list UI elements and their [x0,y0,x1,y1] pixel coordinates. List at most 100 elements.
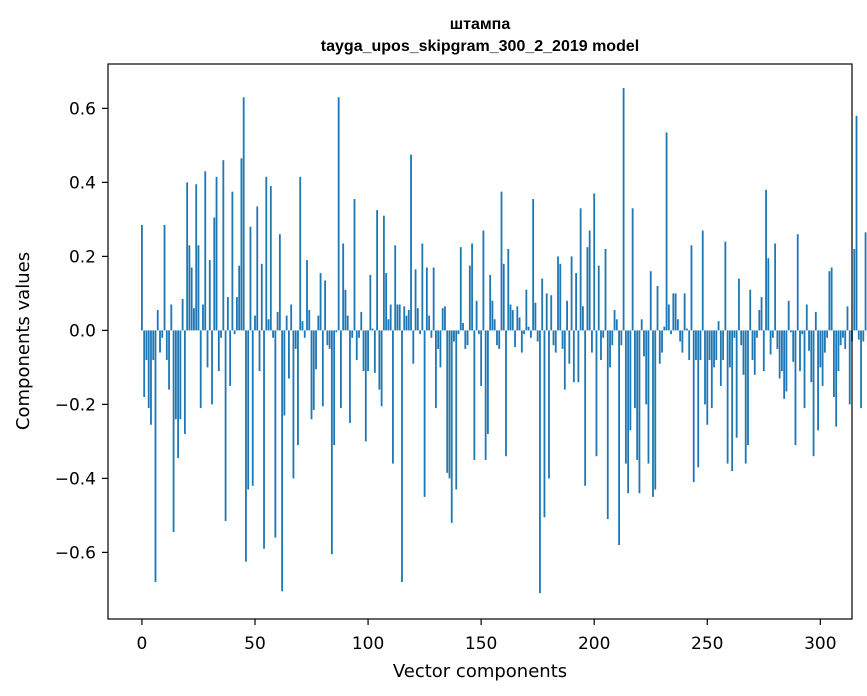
bar-78 [317,315,320,331]
bar-180 [548,330,550,479]
bar-11 [165,330,168,360]
bar-131 [437,330,440,349]
bar-262 [733,330,736,338]
bar-115 [401,330,403,582]
bar-42 [236,297,238,331]
bar-266 [742,330,745,375]
bar-168 [520,330,523,353]
bar-88 [340,330,342,409]
bar-129 [432,267,435,331]
bar-102 [371,328,374,331]
bar-54 [263,330,265,549]
bar-86 [335,330,338,333]
bar-12 [168,330,170,390]
bar-15 [174,330,177,420]
bar-162 [507,249,510,331]
bar-296 [810,330,813,383]
bar-67 [292,330,295,479]
bar-26 [199,330,202,409]
bar-7 [156,310,159,331]
bar-263 [735,330,738,438]
bar-192 [575,273,578,331]
bar-221 [640,319,643,331]
bar-279 [771,330,774,338]
bar-41 [233,330,236,335]
bar-311 [844,330,847,349]
bar-55 [265,176,268,331]
bar-193 [577,330,580,383]
bar-222 [643,330,645,357]
bar-83 [328,330,331,349]
x-tick-label: 250 [691,634,723,654]
bar-171 [527,326,530,331]
bar-271 [753,330,756,375]
bar-255 [717,321,720,331]
bar-111 [392,330,394,464]
bar-204 [602,330,605,338]
bar-310 [842,330,844,338]
bar-94 [353,199,356,331]
bar-273 [758,310,761,331]
y-axis-ticks: −0.6 −0.4 −0.2 0.0 0.2 0.4 0.6 [55,99,108,563]
y-tick-label: −0.4 [55,469,96,489]
bar-234 [670,330,672,335]
bar-82 [326,330,329,346]
bar-290 [796,234,799,331]
bar-250 [706,330,709,425]
bar-207 [609,330,611,368]
bar-278 [769,330,772,355]
bar-256 [719,330,722,386]
bar-176 [539,330,541,594]
bar-66 [290,304,293,331]
bar-316 [855,115,858,331]
bar-48 [249,226,252,331]
bar-19 [183,330,186,434]
bar-3 [147,330,150,409]
bar-23 [193,308,195,331]
bar-73 [306,260,308,331]
bar-295 [808,330,810,351]
bar-0 [141,224,143,331]
bar-120 [412,330,415,364]
bar-126 [425,267,428,331]
bar-218 [634,330,636,409]
bar-232 [665,132,668,331]
bar-60 [276,311,279,331]
bar-286 [787,300,790,331]
bar-69 [297,330,299,446]
bar-233 [667,304,670,331]
bar-119 [410,154,412,331]
bar-63 [283,330,286,416]
bar-248 [701,230,704,331]
bar-145 [468,265,471,331]
bar-276 [765,189,767,331]
bar-16 [177,330,180,459]
x-axis-ticks: 0 50 100 150 200 250 300 [137,619,837,654]
bar-147 [473,330,476,460]
bar-158 [498,330,501,349]
bar-308 [837,330,840,372]
bar-33 [215,176,218,331]
bar-121 [414,269,417,331]
bar-79 [319,273,322,331]
bar-183 [554,330,557,353]
bar-198 [588,230,591,331]
bar-21 [188,245,191,331]
bar-44 [240,158,243,331]
bar-238 [679,330,682,342]
bar-100 [367,330,369,372]
bar-227 [654,330,657,490]
bar-2 [145,330,148,360]
bar-36 [222,160,225,331]
bar-56 [267,319,270,331]
bar-312 [846,306,849,331]
bar-93 [351,330,354,338]
bar-29 [206,330,209,368]
bar-237 [676,319,679,331]
y-tick-label: 0.0 [69,321,96,341]
bar-281 [776,330,779,349]
bar-57 [269,186,272,331]
bar-99 [364,330,367,442]
bar-37 [224,330,227,521]
bar-14 [172,330,175,533]
